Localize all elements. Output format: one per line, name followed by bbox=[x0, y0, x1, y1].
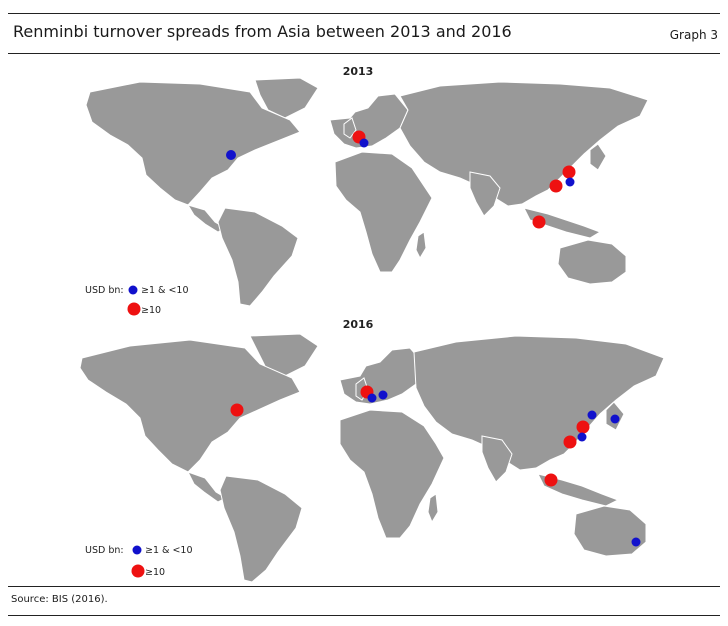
bottom-rule bbox=[8, 615, 720, 616]
legend-2016-label: USD bn: bbox=[85, 545, 124, 556]
marker-2016-singapore bbox=[544, 473, 558, 487]
marker-2013-singapore bbox=[532, 215, 546, 229]
land-2016 bbox=[79, 333, 665, 583]
legend-2013-small-dot bbox=[128, 285, 138, 295]
map-panel-2013: 2013 bbox=[85, 65, 649, 316]
panel-title-2016: 2016 bbox=[343, 318, 374, 331]
legend-2013-large-dot bbox=[127, 302, 141, 316]
land-2013 bbox=[85, 77, 649, 307]
legend-2013-large: ≥10 bbox=[141, 305, 161, 316]
marker-2016-france bbox=[367, 393, 377, 403]
marker-2016-japan bbox=[610, 414, 620, 424]
marker-2013-us bbox=[226, 150, 236, 160]
marker-2013-taiwan bbox=[565, 177, 575, 187]
markers-2013 bbox=[226, 130, 576, 229]
legend-2016-small: ≥1 & <10 bbox=[145, 545, 193, 556]
marker-2013-france bbox=[359, 138, 369, 148]
page-title: Renminbi turnover spreads from Asia betw… bbox=[13, 22, 512, 41]
marker-2013-hongkong bbox=[549, 179, 563, 193]
marker-2016-shanghai bbox=[576, 420, 590, 434]
legend-2016-small-dot bbox=[132, 545, 142, 555]
legend-2013-small: ≥1 & <10 bbox=[141, 285, 189, 296]
marker-2013-shanghai bbox=[562, 165, 576, 179]
marker-2016-australia bbox=[631, 537, 641, 547]
marker-2016-switzerland bbox=[378, 390, 388, 400]
legend-2013: USD bn: ≥1 & <10 ≥10 bbox=[85, 285, 189, 316]
marker-2016-us bbox=[230, 403, 244, 417]
panel-title-2013: 2013 bbox=[343, 65, 374, 78]
legend-2013-label: USD bn: bbox=[85, 285, 124, 296]
top-rule bbox=[8, 13, 720, 14]
legend-2016-large-dot bbox=[131, 564, 145, 578]
marker-2016-hongkong bbox=[563, 435, 577, 449]
source-note: Source: BIS (2016). bbox=[11, 594, 108, 605]
marker-2016-korea bbox=[587, 410, 597, 420]
markers-2016 bbox=[230, 385, 641, 547]
legend-2016: USD bn: ≥1 & <10 ≥10 bbox=[85, 545, 193, 578]
marker-2016-taiwan bbox=[577, 432, 587, 442]
header-rule bbox=[8, 53, 720, 54]
graph-number: Graph 3 bbox=[669, 28, 718, 42]
map-panel-2016: 2016 bbox=[79, 318, 665, 583]
footer-rule bbox=[8, 586, 720, 587]
legend-2016-large: ≥10 bbox=[145, 567, 165, 578]
